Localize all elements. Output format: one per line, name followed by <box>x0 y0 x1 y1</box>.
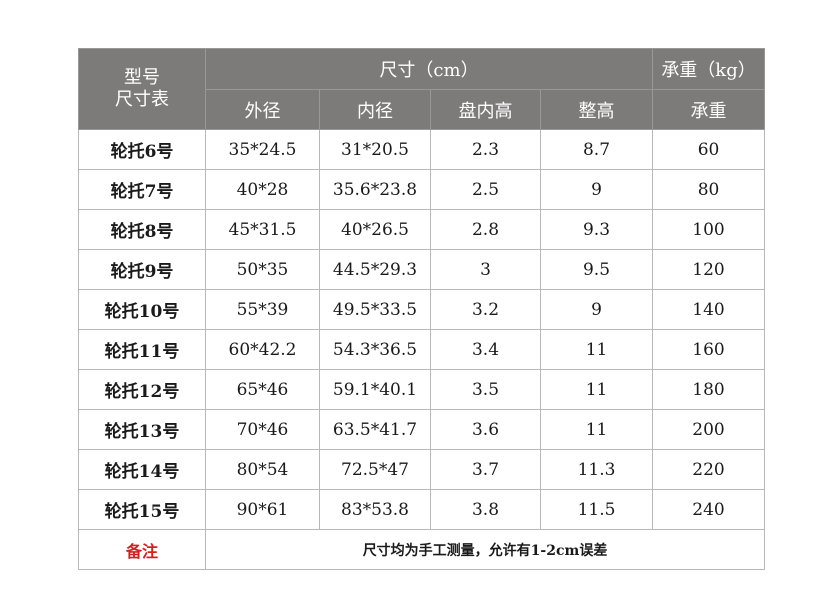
cell-model: 轮托9号 <box>78 249 206 290</box>
cell-model: 轮托14号 <box>78 449 206 490</box>
cell-outer-diameter: 50*35 <box>205 249 320 290</box>
cell-load: 100 <box>652 209 766 250</box>
cell-outer-diameter: 40*28 <box>205 169 320 210</box>
table-row: 轮托14号 80*54 72.5*47 3.7 11.3 220 <box>78 449 766 490</box>
table-row: 轮托7号 40*28 35.6*23.8 2.5 9 80 <box>78 169 766 210</box>
table-row: 轮托8号 45*31.5 40*26.5 2.8 9.3 100 <box>78 209 766 250</box>
table-body: 轮托6号 35*24.5 31*20.5 2.3 8.7 60 轮托7号 40*28 35.6*… <box>78 129 766 570</box>
cell-outer-diameter: 65*46 <box>205 369 320 410</box>
cell-total-height: 11 <box>539 409 654 450</box>
cell-outer-diameter: 70*46 <box>205 409 320 450</box>
cell-tray-inner-height: 3.2 <box>430 289 541 330</box>
cell-inner-diameter: 83*53.8 <box>319 489 431 530</box>
cell-total-height: 9 <box>539 169 654 210</box>
cell-total-height: 11.5 <box>539 489 654 530</box>
header-row-columns: 外径 内径 盘内高 整高 承重 <box>79 89 766 130</box>
cell-load: 200 <box>652 409 766 450</box>
cell-model: 轮托10号 <box>78 289 206 330</box>
corner-label-size-table: 尺寸表 <box>115 89 169 110</box>
cell-total-height: 11.3 <box>539 449 654 490</box>
cell-model: 轮托15号 <box>78 489 206 530</box>
col-header-tray-inner-height: 盘内高 <box>430 89 541 130</box>
cell-load: 60 <box>652 129 766 170</box>
cell-outer-diameter: 80*54 <box>205 449 320 490</box>
cell-inner-diameter: 63.5*41.7 <box>319 409 431 450</box>
cell-inner-diameter: 54.3*36.5 <box>319 329 431 370</box>
model-size-header-cell: 型号 尺寸表 <box>78 48 206 130</box>
cell-inner-diameter: 59.1*40.1 <box>319 369 431 410</box>
cell-outer-diameter: 60*42.2 <box>205 329 320 370</box>
cell-tray-inner-height: 2.5 <box>430 169 541 210</box>
note-row: 备注 尺寸均为手工测量，允许有1-2cm误差 <box>78 529 766 570</box>
cell-outer-diameter: 90*61 <box>205 489 320 530</box>
cell-model: 轮托11号 <box>78 329 206 370</box>
cell-model: 轮托7号 <box>78 169 206 210</box>
note-label: 备注 <box>78 529 206 570</box>
cell-outer-diameter: 45*31.5 <box>205 209 320 250</box>
cell-load: 80 <box>652 169 766 210</box>
cell-total-height: 11 <box>539 369 654 410</box>
size-table: 型号 尺寸表 尺寸（cm） 承重（kg） 外径 内径 盘内高 整高 承重 轮托6… <box>78 48 766 570</box>
cell-total-height: 9 <box>539 289 654 330</box>
cell-load: 240 <box>652 489 766 530</box>
cell-model: 轮托6号 <box>78 129 206 170</box>
cell-total-height: 9.3 <box>539 209 654 250</box>
cell-tray-inner-height: 2.8 <box>430 209 541 250</box>
cell-tray-inner-height: 3.7 <box>430 449 541 490</box>
cell-outer-diameter: 55*39 <box>205 289 320 330</box>
cell-load: 140 <box>652 289 766 330</box>
cell-inner-diameter: 72.5*47 <box>319 449 431 490</box>
cell-load: 180 <box>652 369 766 410</box>
cell-model: 轮托8号 <box>78 209 206 250</box>
col-header-outer-diameter: 外径 <box>205 89 320 130</box>
table-row: 轮托9号 50*35 44.5*29.3 3 9.5 120 <box>78 249 766 290</box>
cell-model: 轮托12号 <box>78 369 206 410</box>
table-row: 轮托11号 60*42.2 54.3*36.5 3.4 11 160 <box>78 329 766 370</box>
cell-load: 160 <box>652 329 766 370</box>
cell-total-height: 8.7 <box>539 129 654 170</box>
col-header-inner-diameter: 内径 <box>319 89 431 130</box>
cell-inner-diameter: 40*26.5 <box>319 209 431 250</box>
table-row: 轮托15号 90*61 83*53.8 3.8 11.5 240 <box>78 489 766 530</box>
cell-tray-inner-height: 2.3 <box>430 129 541 170</box>
table-row: 轮托10号 55*39 49.5*33.5 3.2 9 140 <box>78 289 766 330</box>
corner-label-model: 型号 <box>124 67 160 88</box>
header-row-groups: 型号 尺寸表 尺寸（cm） 承重（kg） <box>78 48 766 130</box>
cell-tray-inner-height: 3.8 <box>430 489 541 530</box>
cell-inner-diameter: 35.6*23.8 <box>319 169 431 210</box>
table-row: 轮托12号 65*46 59.1*40.1 3.5 11 180 <box>78 369 766 410</box>
cell-load: 220 <box>652 449 766 490</box>
cell-tray-inner-height: 3.5 <box>430 369 541 410</box>
cell-inner-diameter: 49.5*33.5 <box>319 289 431 330</box>
cell-total-height: 9.5 <box>539 249 654 290</box>
size-group-header: 尺寸（cm） <box>204 48 654 90</box>
col-header-load: 承重 <box>652 89 766 130</box>
cell-tray-inner-height: 3.4 <box>430 329 541 370</box>
table-row: 轮托6号 35*24.5 31*20.5 2.3 8.7 60 <box>78 129 766 170</box>
cell-tray-inner-height: 3.6 <box>430 409 541 450</box>
cell-total-height: 11 <box>539 329 654 370</box>
cell-inner-diameter: 31*20.5 <box>319 129 431 170</box>
cell-inner-diameter: 44.5*29.3 <box>319 249 431 290</box>
col-header-total-height: 整高 <box>539 89 654 130</box>
load-group-header: 承重（kg） <box>652 48 766 90</box>
cell-outer-diameter: 35*24.5 <box>205 129 320 170</box>
table-row: 轮托13号 70*46 63.5*41.7 3.6 11 200 <box>78 409 766 450</box>
cell-tray-inner-height: 3 <box>430 249 541 290</box>
cell-model: 轮托13号 <box>78 409 206 450</box>
cell-load: 120 <box>652 249 766 290</box>
table-header: 型号 尺寸表 尺寸（cm） 承重（kg） 外径 内径 盘内高 整高 承重 <box>78 48 766 130</box>
note-text: 尺寸均为手工测量，允许有1-2cm误差 <box>204 529 766 570</box>
